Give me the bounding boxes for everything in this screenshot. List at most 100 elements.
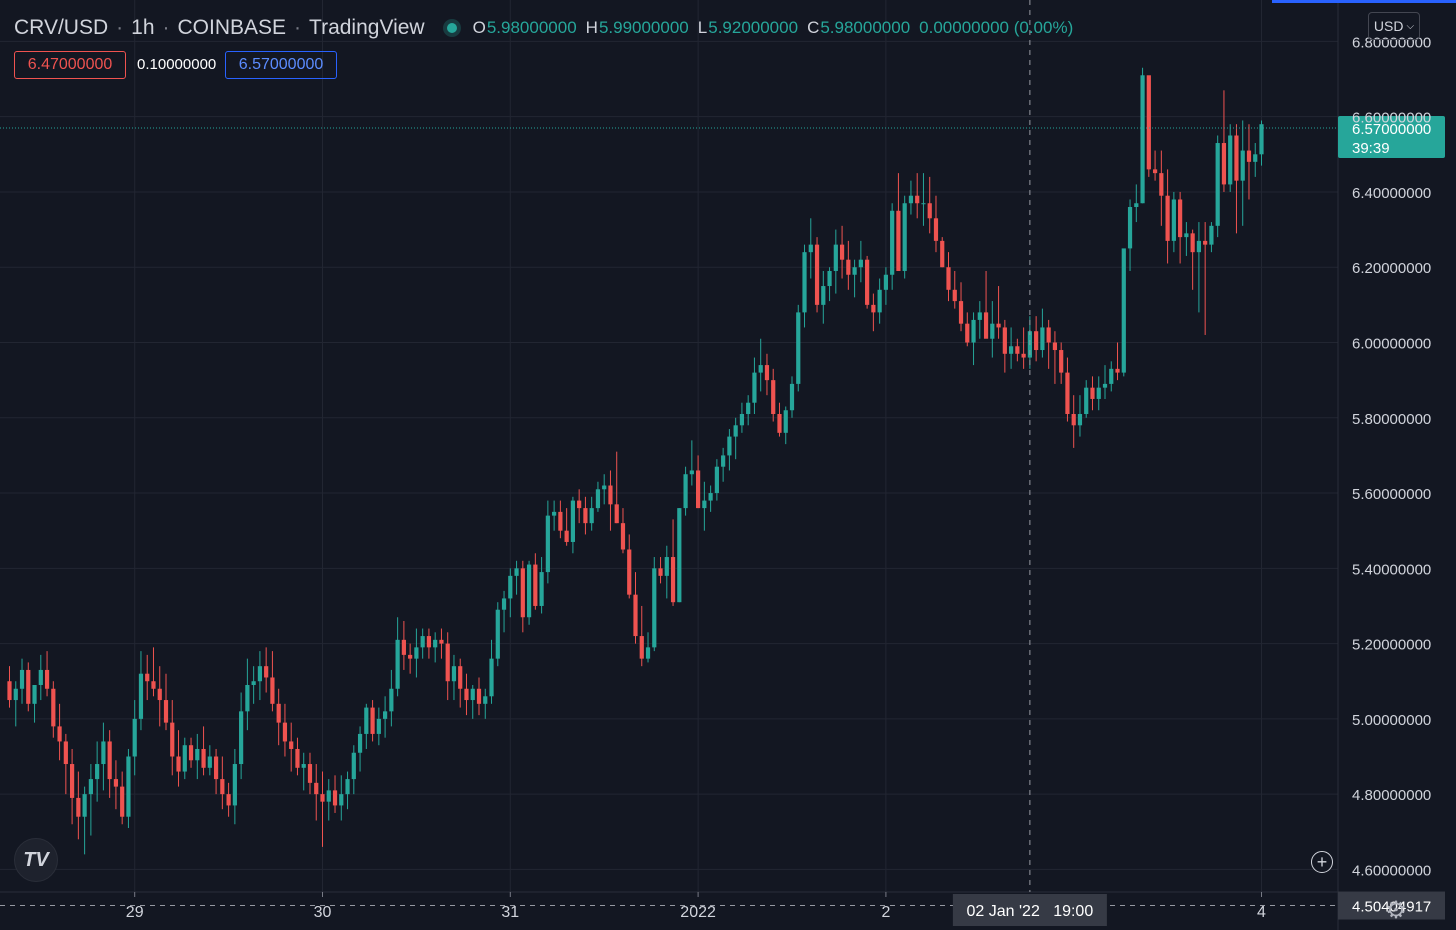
candle-body — [1065, 372, 1070, 415]
y-tick-label: 6.40000000 — [1352, 185, 1431, 202]
candle-body — [320, 794, 325, 802]
candle-body — [483, 696, 488, 704]
candle-body — [1046, 327, 1051, 343]
candle-body — [151, 681, 156, 689]
candle-body — [19, 669, 25, 689]
candle-body — [351, 752, 356, 780]
candle-body — [796, 312, 801, 384]
candle-body — [852, 267, 857, 275]
tradingview-logo-icon[interactable]: TV — [14, 838, 58, 882]
candle-body — [1121, 248, 1126, 373]
candle-body — [307, 764, 313, 783]
symbol-name[interactable]: CRV/USD — [14, 16, 109, 39]
candle-body — [38, 669, 43, 685]
candle-body — [1009, 346, 1014, 354]
ohlc-high: H5.99000000 — [586, 18, 689, 38]
candle-body — [965, 323, 970, 343]
candle-body — [871, 304, 876, 313]
interval-label[interactable]: 1h — [131, 16, 155, 39]
candle-body — [890, 210, 895, 275]
candle-body — [1071, 414, 1076, 426]
candle-body — [107, 741, 112, 780]
candle-body — [946, 267, 951, 290]
candle-body — [408, 654, 413, 659]
gear-icon[interactable]: ⚙ — [1385, 897, 1407, 924]
candle-body — [13, 688, 18, 701]
candle-body — [345, 779, 350, 795]
candle-body — [439, 639, 444, 644]
candle-body — [132, 718, 137, 757]
candle-body — [846, 259, 851, 275]
candle-body — [733, 425, 738, 437]
candle-body — [990, 323, 995, 339]
candle-body — [1090, 387, 1095, 399]
candle-body — [1034, 331, 1039, 351]
candle-body — [746, 402, 751, 415]
candle-body — [1002, 327, 1007, 354]
candle-body — [940, 240, 945, 268]
candle-body — [508, 575, 513, 599]
chart-grid — [0, 0, 1338, 892]
currency-button[interactable]: USD ⌵ — [1368, 12, 1420, 40]
add-price-line-icon[interactable]: + — [1311, 851, 1333, 873]
market-status-icon — [446, 23, 457, 33]
candle-body — [1021, 353, 1026, 358]
price-countdown: 39:39 — [1352, 140, 1390, 157]
candle-body — [771, 380, 776, 415]
candle-body — [195, 748, 200, 761]
ohlc-high-value: 5.99000000 — [598, 18, 689, 37]
sell-price-button[interactable]: 6.47000000 — [14, 51, 126, 79]
candle-body — [526, 564, 532, 618]
candle-body — [658, 568, 663, 576]
candle-body — [614, 504, 619, 524]
candle-body — [708, 493, 713, 501]
candle-body — [595, 489, 601, 509]
y-tick-label: 5.60000000 — [1352, 486, 1431, 503]
candle-body — [357, 733, 363, 753]
candle-body — [514, 568, 519, 576]
candle-body — [383, 711, 388, 719]
separator: · — [162, 16, 170, 39]
candle-body — [1253, 154, 1258, 162]
candle-body — [933, 218, 939, 241]
ohlc-low-key: L — [697, 18, 708, 37]
candle-body — [677, 508, 682, 603]
candle-body — [908, 195, 914, 204]
candle-body — [1140, 75, 1145, 204]
last-price-label-bg — [1338, 115, 1445, 158]
candle-body — [1134, 203, 1139, 208]
candle-body — [126, 756, 131, 817]
candle-body — [401, 639, 406, 655]
candle-body — [1146, 75, 1151, 170]
candle-body — [270, 677, 275, 704]
candle-body — [213, 756, 219, 780]
candle-body — [1228, 135, 1233, 185]
ohlc-close-value: 5.98000000 — [820, 18, 911, 37]
candle-body — [577, 500, 582, 509]
candle-body — [865, 259, 870, 305]
candle-body — [44, 669, 50, 689]
candle-body — [495, 609, 500, 659]
candle-body — [113, 779, 119, 787]
candle-body — [1165, 195, 1170, 241]
candle-body — [533, 564, 538, 606]
y-tick-label: 6.60000000 — [1352, 110, 1431, 127]
candle-body — [545, 515, 550, 573]
candle-body — [326, 790, 331, 802]
candle-body — [220, 779, 225, 795]
candle-body — [101, 741, 106, 765]
candle-body — [827, 270, 832, 287]
candle-body — [1203, 240, 1208, 245]
candle-body — [1184, 233, 1189, 238]
y-tick-label: 5.00000000 — [1352, 712, 1431, 729]
candle-body — [1115, 368, 1120, 373]
candle-body — [120, 786, 125, 817]
candle-body — [583, 508, 588, 524]
candle-body — [696, 470, 701, 509]
buy-price-button[interactable]: 6.57000000 — [225, 51, 337, 79]
candle-body — [627, 549, 632, 595]
candle-body — [95, 764, 100, 780]
candle-body — [251, 681, 256, 685]
